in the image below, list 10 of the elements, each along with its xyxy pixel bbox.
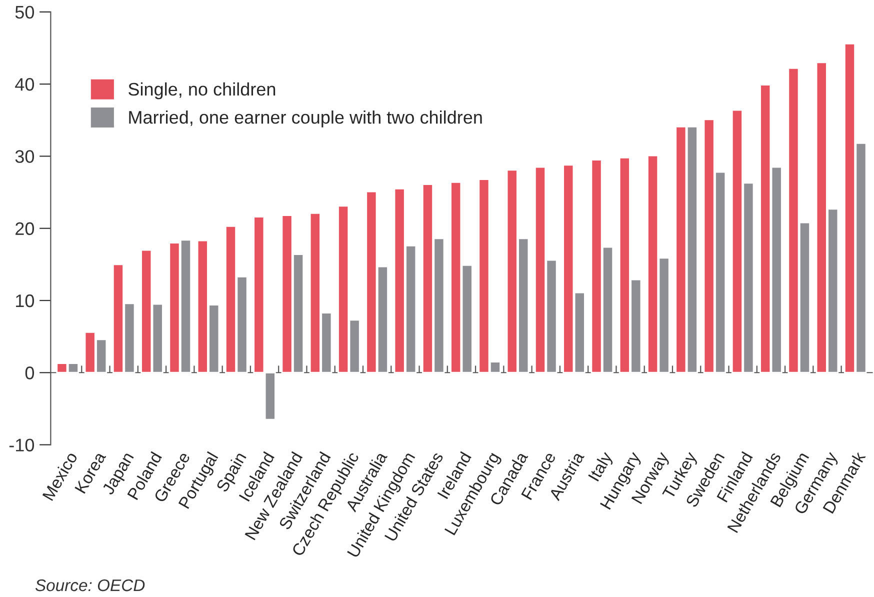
y-tick-label: 20	[16, 222, 34, 236]
legend-label: Married, one earner couple with two children	[129, 110, 482, 128]
y-tick-label: 10	[16, 294, 34, 308]
y-tick-label: 40	[15, 78, 34, 91]
y-tick-label: 50	[15, 6, 34, 19]
y-tick-label: 30	[15, 150, 34, 163]
y-tick-label: 0	[25, 366, 34, 380]
y-tick-label: -10	[9, 438, 34, 452]
source-note: Source: OECD	[35, 579, 145, 592]
legend-label: Single, no children	[128, 82, 276, 100]
